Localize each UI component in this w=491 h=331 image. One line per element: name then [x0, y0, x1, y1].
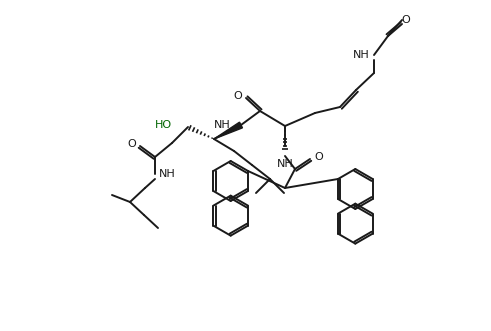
Text: NH: NH — [214, 120, 231, 130]
Text: NH: NH — [159, 169, 176, 179]
Text: O: O — [233, 91, 242, 101]
Text: O: O — [402, 15, 410, 25]
Polygon shape — [214, 122, 243, 139]
Text: O: O — [127, 139, 136, 149]
Text: NH: NH — [353, 50, 370, 60]
Text: O: O — [314, 152, 323, 162]
Text: HO: HO — [155, 120, 172, 130]
Text: NH: NH — [276, 159, 294, 169]
